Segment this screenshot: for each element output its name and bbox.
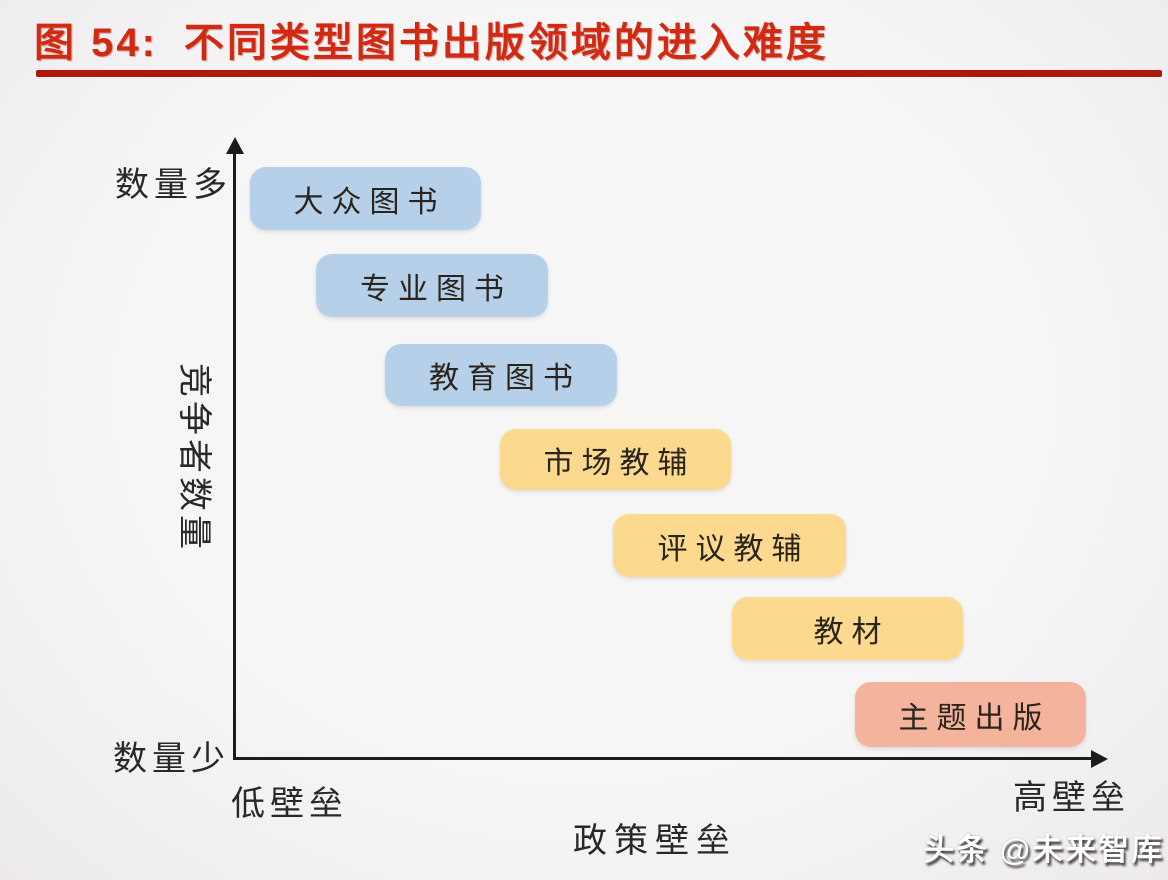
y-axis-arrow-icon [226, 137, 244, 154]
x-axis-line [233, 757, 1093, 760]
category-box-6: 教材 [732, 597, 963, 660]
y-axis-line [233, 152, 236, 760]
category-box-label: 教材 [813, 615, 890, 649]
x-axis-title: 政策壁垒 [573, 822, 737, 860]
category-box-4: 市场教辅 [500, 429, 731, 490]
category-box-7: 主题出版 [855, 682, 1086, 747]
category-box-5: 评议教辅 [613, 514, 846, 577]
category-box-label: 专业图书 [360, 272, 512, 306]
figure-title: 不同类型图书出版领域的进入难度 [183, 21, 829, 65]
figure-title-row: 图 54: 不同类型图书出版领域的进入难度 [34, 10, 829, 68]
x-axis-min-label: 低壁垒 [231, 785, 348, 823]
category-box-label: 大众图书 [293, 185, 446, 219]
watermark: 头条 @未来智库 [923, 832, 1164, 867]
category-box-label: 评议教辅 [657, 532, 810, 566]
y-axis-min-label: 数量少 [113, 740, 230, 778]
category-box-3: 教育图书 [385, 344, 617, 406]
x-axis-max-label: 高壁垒 [1013, 779, 1130, 817]
category-box-2: 专业图书 [316, 254, 548, 317]
category-box-1: 大众图书 [250, 167, 481, 230]
figure-number-label: 图 54: [34, 21, 158, 65]
title-underline [36, 70, 1162, 77]
y-axis-max-label: 数量多 [115, 166, 232, 204]
category-box-label: 教育图书 [429, 362, 581, 395]
category-box-label: 市场教辅 [543, 446, 696, 480]
category-box-label: 主题出版 [898, 701, 1051, 735]
y-axis-title: 竞争者数量 [175, 363, 213, 553]
x-axis-arrow-icon [1091, 750, 1108, 768]
